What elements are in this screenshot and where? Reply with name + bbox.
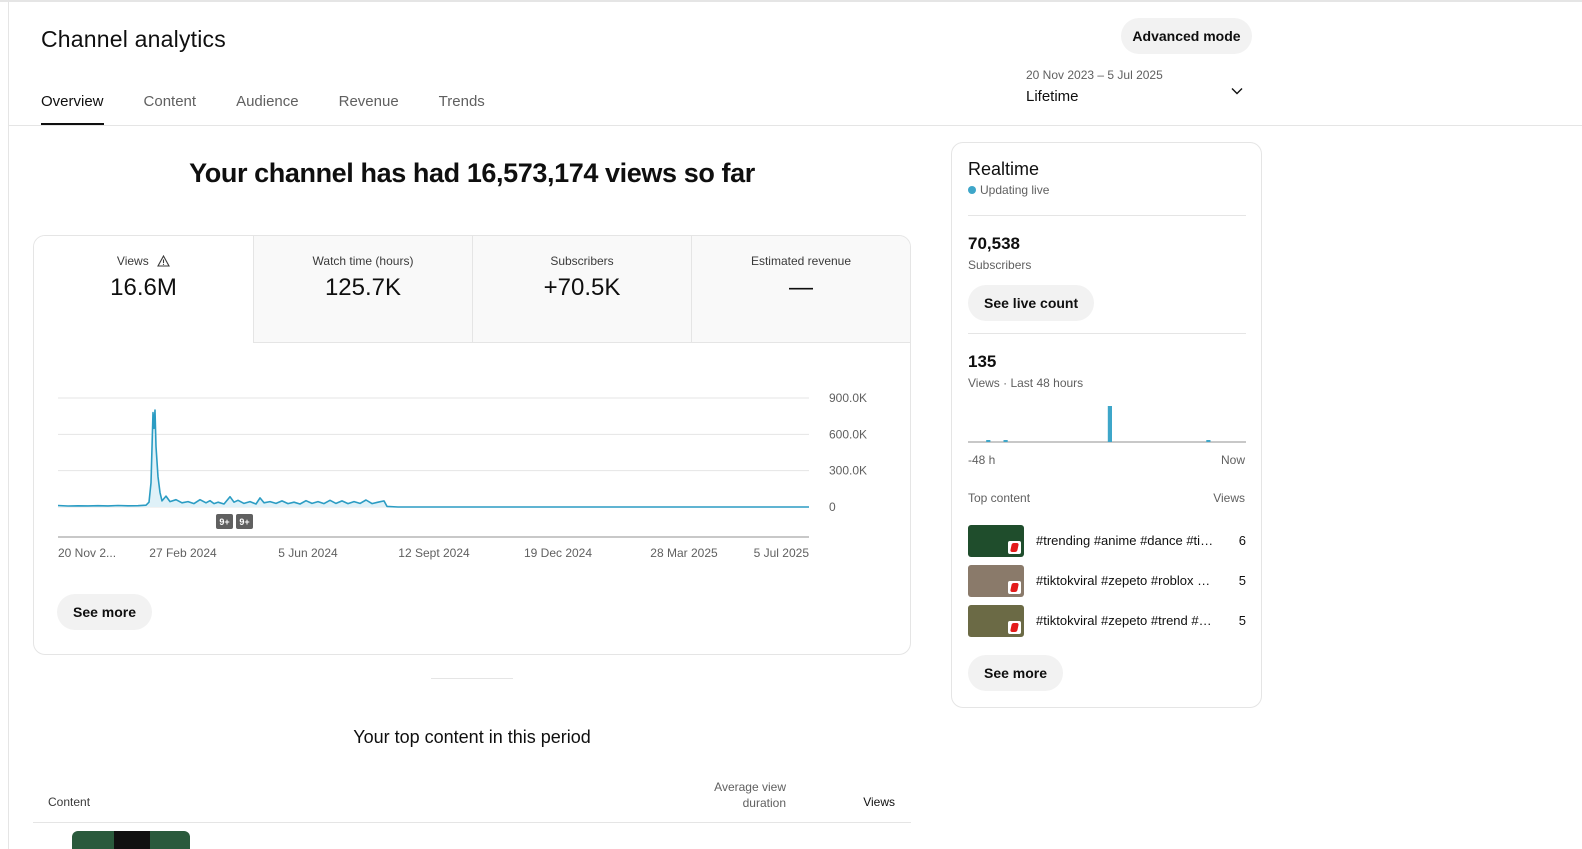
shorts-icon: [1008, 621, 1021, 634]
metric-value: 16.6M: [110, 274, 177, 301]
live-label: Updating live: [980, 183, 1050, 197]
y-tick-label: 600.0K: [829, 427, 867, 441]
video-title: #tiktokviral #zepeto #trend #anime: [1036, 613, 1216, 628]
column-header-avg-duration[interactable]: Average view duration: [714, 780, 786, 810]
series-line: [57, 409, 809, 508]
y-tick-label: 900.0K: [829, 391, 867, 405]
metric-label: Watch time (hours): [312, 254, 414, 268]
overview-see-more-button[interactable]: See more: [57, 594, 153, 630]
realtime-card: Realtime Updating live 70,538 Subscriber…: [951, 142, 1262, 708]
live-indicator: Updating live: [968, 183, 1049, 197]
realtime-content-item[interactable]: #trending #anime #dance #tiktok 6: [968, 525, 1246, 557]
realtime-content-item[interactable]: #tiktokviral #zepeto #roblox #trend 5: [968, 565, 1246, 597]
left-border: [8, 0, 9, 849]
tab-bar: Overview Content Audience Revenue Trends: [41, 82, 525, 126]
table-header-divider: [33, 822, 911, 823]
realtime-views-label: Views · Last 48 hours: [968, 376, 1084, 390]
y-tick-label: 0: [829, 500, 836, 514]
x-tick-label: 5 Jun 2024: [278, 546, 338, 560]
realtime-views-count: 135: [968, 352, 997, 371]
realtime-subscribers-label: Subscribers: [968, 258, 1032, 272]
tabs-divider: [9, 125, 1582, 126]
metric-value: 125.7K: [324, 274, 402, 301]
tab-trends[interactable]: Trends: [438, 93, 485, 110]
x-tick-label: 28 Mar 2025: [650, 546, 718, 560]
views-chart[interactable]: 900.0K 600.0K 300.0K 0 9+ 9+ 20 Nov 2... 27 Feb…: [34, 343, 910, 573]
tab-audience[interactable]: Audience: [236, 93, 299, 110]
svg-text:9+: 9+: [219, 517, 229, 527]
realtime-axis-start: -48 h: [968, 453, 996, 467]
x-tick-label: 27 Feb 2024: [149, 546, 217, 560]
advanced-mode-button[interactable]: Advanced mode: [1121, 18, 1252, 54]
metric-tabs: Views 16.6M Watch time (hours) 125.7K Su…: [34, 236, 910, 343]
metric-estimated-revenue[interactable]: Estimated revenue —: [691, 236, 910, 343]
annotation-badge[interactable]: 9+: [236, 514, 253, 529]
metric-value: —: [789, 274, 813, 301]
realtime-bar[interactable]: [1206, 440, 1211, 442]
shorts-icon: [1008, 581, 1021, 594]
metric-subscribers[interactable]: Subscribers +70.5K: [472, 236, 691, 343]
page-title: Channel analytics: [41, 26, 226, 52]
video-views: 5: [1238, 613, 1246, 628]
realtime-bar[interactable]: [986, 440, 991, 442]
x-tick-label: 19 Dec 2024: [524, 546, 592, 560]
x-tick-label: 5 Jul 2025: [754, 546, 810, 560]
top-content-label: Top content: [968, 491, 1031, 505]
y-tick-label: 300.0K: [829, 464, 867, 478]
chevron-down-icon: [1231, 88, 1243, 95]
realtime-views-chart[interactable]: [968, 401, 1246, 443]
realtime-divider: [968, 215, 1246, 216]
views-headline: Your channel has had 16,573,174 views so…: [189, 158, 755, 188]
realtime-divider: [968, 333, 1246, 334]
live-dot-icon: [968, 186, 976, 194]
overview-card: Views 16.6M Watch time (hours) 125.7K Su…: [33, 235, 911, 655]
shorts-icon: [1008, 541, 1021, 554]
x-tick-label: 12 Sept 2024: [398, 546, 470, 560]
top-content-title: Your top content in this period: [353, 727, 591, 747]
video-thumbnail: [968, 525, 1024, 557]
date-range-text: 20 Nov 2023 – 5 Jul 2025: [1026, 68, 1163, 82]
series-area: [58, 410, 809, 507]
realtime-subscribers-count: 70,538: [968, 234, 1020, 253]
tab-content[interactable]: Content: [143, 93, 197, 110]
realtime-axis-end: Now: [1220, 453, 1245, 467]
tab-revenue[interactable]: Revenue: [338, 93, 399, 110]
metric-label: Estimated revenue: [750, 254, 852, 268]
annotation-badge[interactable]: 9+: [216, 514, 233, 529]
views-column-label: Views: [1213, 491, 1245, 505]
video-title: #tiktokviral #zepeto #roblox #trend: [1036, 573, 1216, 588]
video-title: #trending #anime #dance #tiktok: [1036, 533, 1216, 548]
video-views: 5: [1238, 573, 1246, 588]
metric-views[interactable]: Views 16.6M: [34, 236, 253, 343]
column-header-views[interactable]: Views: [863, 795, 895, 809]
realtime-title: Realtime: [968, 159, 1040, 179]
tab-overview[interactable]: Overview: [41, 82, 104, 126]
views-chart-svg: 900.0K 600.0K 300.0K 0 9+ 9+ 20 Nov 2... 27 Feb…: [57, 391, 867, 560]
realtime-see-more-button[interactable]: See more: [968, 655, 1064, 691]
content-thumbnail[interactable]: [72, 831, 190, 849]
metric-label: Subscribers: [550, 254, 614, 268]
metric-label: Views: [116, 254, 149, 268]
see-live-count-button[interactable]: See live count: [968, 285, 1095, 321]
video-thumbnail: [968, 605, 1024, 637]
metric-value: +70.5K: [543, 274, 621, 301]
warning-icon[interactable]: [157, 255, 170, 267]
date-range-label: Lifetime: [1026, 88, 1079, 105]
date-range-picker[interactable]: 20 Nov 2023 – 5 Jul 2025 Lifetime: [1026, 68, 1250, 116]
realtime-bar[interactable]: [1003, 440, 1008, 442]
realtime-bar[interactable]: [1107, 406, 1112, 442]
video-views: 6: [1238, 533, 1246, 548]
column-header-content[interactable]: Content: [48, 795, 91, 809]
realtime-content-item[interactable]: #tiktokviral #zepeto #trend #anime 5: [968, 605, 1246, 637]
video-thumbnail: [968, 565, 1024, 597]
section-divider: [431, 678, 513, 679]
metric-watch-time[interactable]: Watch time (hours) 125.7K: [253, 236, 472, 343]
x-tick-label: 20 Nov 2...: [58, 546, 116, 560]
top-border: [0, 0, 1582, 2]
svg-text:9+: 9+: [239, 517, 249, 527]
